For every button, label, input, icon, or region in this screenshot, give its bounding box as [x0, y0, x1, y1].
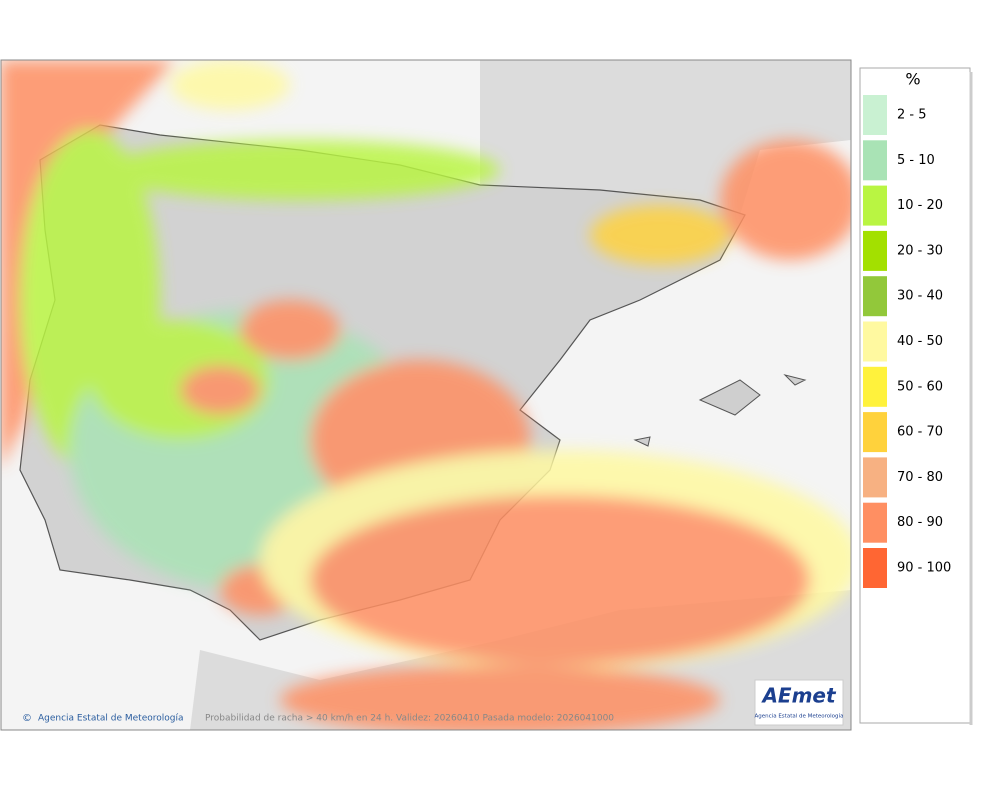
- logo-subtitle: Agencia Estatal de Meteorología: [755, 713, 844, 720]
- caption: Probabilidad de racha > 40 km/h en 24 h.…: [205, 714, 614, 724]
- map-frame: [0, 59, 852, 731]
- legend-label: 5 - 10: [897, 153, 935, 168]
- logo-box: [754, 679, 844, 726]
- legend-swatch: [863, 95, 887, 135]
- legend-swatch: [863, 366, 887, 407]
- legend-swatch: [863, 457, 887, 498]
- legend-swatch: [863, 412, 887, 453]
- legend: 2 - 5 5 - 10 10 - 20 20 - 30 30 - 40 40 - 50 5…: [863, 95, 951, 588]
- legend-swatch: [863, 502, 887, 543]
- legend-swatch: [863, 276, 887, 317]
- legend-label: 2 - 5: [897, 108, 927, 123]
- legend-label: 10 - 20: [897, 198, 943, 213]
- legend-swatch: [863, 321, 887, 362]
- map: [1, 60, 851, 730]
- legend-label: 30 - 40: [897, 289, 943, 304]
- legend-label: 20 - 30: [897, 243, 943, 258]
- legend-swatch: [863, 548, 887, 588]
- legend-label: 90 - 100: [897, 561, 951, 576]
- copyright: Agencia Estatal de Meteorología: [38, 714, 184, 724]
- legend-label: 50 - 60: [897, 379, 943, 394]
- logo: AEmet: [760, 684, 837, 708]
- legend-swatch: [863, 230, 887, 271]
- legend-title: %: [905, 70, 920, 89]
- legend-label: 40 - 50: [897, 334, 943, 349]
- copyright-icon: ©: [22, 713, 32, 724]
- legend-label: 60 - 70: [897, 425, 943, 440]
- legend-label: 70 - 80: [897, 470, 943, 485]
- legend-swatch: [863, 185, 887, 226]
- legend-label: 80 - 90: [897, 515, 943, 530]
- legend-swatch: [863, 140, 887, 181]
